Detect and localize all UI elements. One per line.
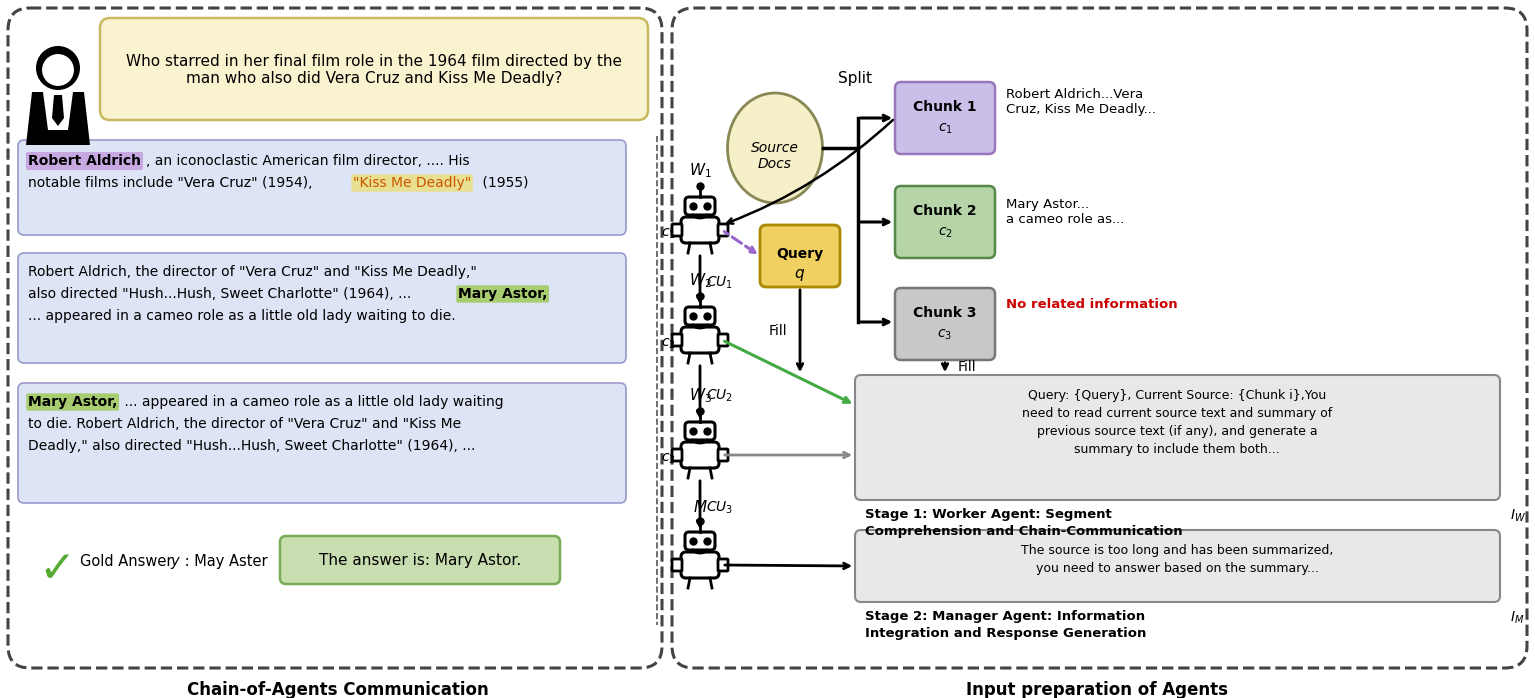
FancyBboxPatch shape	[895, 82, 995, 154]
Text: Chunk 1: Chunk 1	[913, 100, 976, 114]
FancyBboxPatch shape	[682, 217, 718, 243]
Text: $c_1$: $c_1$	[662, 227, 675, 242]
FancyBboxPatch shape	[672, 559, 682, 571]
FancyBboxPatch shape	[18, 253, 626, 363]
Text: $c_2$: $c_2$	[938, 226, 952, 240]
FancyBboxPatch shape	[685, 532, 715, 550]
Text: also directed "Hush...Hush, Sweet Charlotte" (1964), ...: also directed "Hush...Hush, Sweet Charlo…	[28, 287, 416, 301]
Polygon shape	[26, 92, 91, 145]
Text: $I_W$: $I_W$	[1510, 508, 1526, 524]
Text: $q$: $q$	[795, 267, 806, 283]
Text: Deadly," also directed "Hush...Hush, Sweet Charlotte" (1964), ...: Deadly," also directed "Hush...Hush, Swe…	[28, 439, 476, 453]
Text: Stage 1: Worker Agent: Segment
Comprehension and Chain-Communication: Stage 1: Worker Agent: Segment Comprehen…	[866, 508, 1182, 538]
FancyBboxPatch shape	[718, 224, 728, 236]
Polygon shape	[52, 95, 64, 126]
Text: Source
Docs: Source Docs	[751, 141, 798, 171]
FancyBboxPatch shape	[855, 530, 1500, 602]
FancyBboxPatch shape	[855, 375, 1500, 500]
Text: $W_1$: $W_1$	[689, 161, 711, 180]
Text: Split: Split	[838, 70, 872, 85]
Text: Robert Aldrich, the director of "Vera Cruz" and "Kiss Me Deadly,": Robert Aldrich, the director of "Vera Cr…	[28, 265, 477, 279]
FancyBboxPatch shape	[718, 449, 728, 461]
FancyBboxPatch shape	[279, 536, 560, 584]
Text: Mary Astor,: Mary Astor,	[28, 395, 117, 409]
Text: $I_M$: $I_M$	[1510, 610, 1524, 626]
FancyBboxPatch shape	[760, 225, 840, 287]
FancyBboxPatch shape	[718, 559, 728, 571]
FancyBboxPatch shape	[682, 442, 718, 468]
FancyBboxPatch shape	[682, 327, 718, 353]
Circle shape	[35, 46, 80, 90]
FancyBboxPatch shape	[895, 288, 995, 360]
Text: to die. Robert Aldrich, the director of "Vera Cruz" and "Kiss Me: to die. Robert Aldrich, the director of …	[28, 417, 460, 431]
Circle shape	[41, 53, 75, 87]
Text: $M$: $M$	[692, 499, 708, 515]
Text: Gold Answer: Gold Answer	[80, 554, 177, 569]
Text: ... appeared in a cameo role as a little old lady waiting to die.: ... appeared in a cameo role as a little…	[28, 309, 456, 323]
FancyBboxPatch shape	[682, 552, 718, 578]
Text: Input preparation of Agents: Input preparation of Agents	[966, 681, 1228, 698]
Text: Chunk 2: Chunk 2	[913, 204, 976, 218]
FancyBboxPatch shape	[100, 18, 648, 120]
FancyBboxPatch shape	[672, 334, 682, 346]
Text: Query: {Query}, Current Source: {Chunk i},You
need to read current source text a: Query: {Query}, Current Source: {Chunk i…	[1022, 389, 1332, 456]
Text: $W_3$: $W_3$	[689, 386, 712, 405]
Text: : May Aster: : May Aster	[180, 554, 267, 569]
Text: Robert Aldrich: Robert Aldrich	[28, 154, 141, 168]
Text: Query: Query	[777, 247, 824, 261]
Text: $CU_1$: $CU_1$	[706, 275, 734, 291]
Text: y: y	[170, 554, 178, 569]
Text: Stage 2: Manager Agent: Information
Integration and Response Generation: Stage 2: Manager Agent: Information Inte…	[866, 610, 1147, 640]
Text: Fill: Fill	[769, 324, 787, 338]
FancyBboxPatch shape	[895, 186, 995, 258]
FancyBboxPatch shape	[685, 422, 715, 440]
Text: $c_2$: $c_2$	[662, 337, 675, 351]
FancyBboxPatch shape	[672, 449, 682, 461]
Text: (1955): (1955)	[477, 176, 528, 190]
FancyBboxPatch shape	[672, 224, 682, 236]
FancyBboxPatch shape	[18, 383, 626, 503]
FancyBboxPatch shape	[18, 140, 626, 235]
Polygon shape	[43, 92, 74, 130]
Text: $c_1$: $c_1$	[938, 122, 952, 136]
Text: , an iconoclastic American film director, .... His: , an iconoclastic American film director…	[146, 154, 470, 168]
Text: Robert Aldrich...Vera
Cruz, Kiss Me Deadly...: Robert Aldrich...Vera Cruz, Kiss Me Dead…	[1005, 88, 1156, 116]
FancyBboxPatch shape	[685, 197, 715, 215]
Text: The source is too long and has been summarized,
you need to answer based on the : The source is too long and has been summ…	[1021, 544, 1334, 575]
Text: $W_2$: $W_2$	[689, 272, 711, 290]
FancyBboxPatch shape	[718, 334, 728, 346]
Ellipse shape	[728, 93, 823, 203]
Text: "Kiss Me Deadly": "Kiss Me Deadly"	[353, 176, 471, 190]
Text: $c_3$: $c_3$	[938, 328, 953, 343]
Text: notable films include "Vera Cruz" (1954),: notable films include "Vera Cruz" (1954)…	[28, 176, 316, 190]
Text: Chain-of-Agents Communication: Chain-of-Agents Communication	[187, 681, 488, 698]
Text: $CU_3$: $CU_3$	[706, 500, 734, 517]
Text: The answer is: Mary Astor.: The answer is: Mary Astor.	[319, 553, 520, 567]
FancyBboxPatch shape	[685, 307, 715, 325]
Text: ✓: ✓	[38, 548, 75, 591]
Text: $CU_2$: $CU_2$	[706, 387, 734, 403]
Text: ... appeared in a cameo role as a little old lady waiting: ... appeared in a cameo role as a little…	[120, 395, 503, 409]
Text: Fill: Fill	[958, 360, 976, 374]
Text: Mary Astor...
a cameo role as...: Mary Astor... a cameo role as...	[1005, 198, 1124, 226]
Text: Chunk 3: Chunk 3	[913, 306, 976, 320]
Text: Who starred in her final film role in the 1964 film directed by the
man who also: Who starred in her final film role in th…	[126, 54, 622, 86]
Text: Mary Astor,: Mary Astor,	[457, 287, 548, 301]
Text: $c_3$: $c_3$	[662, 452, 675, 466]
Text: No related information: No related information	[1005, 298, 1177, 311]
